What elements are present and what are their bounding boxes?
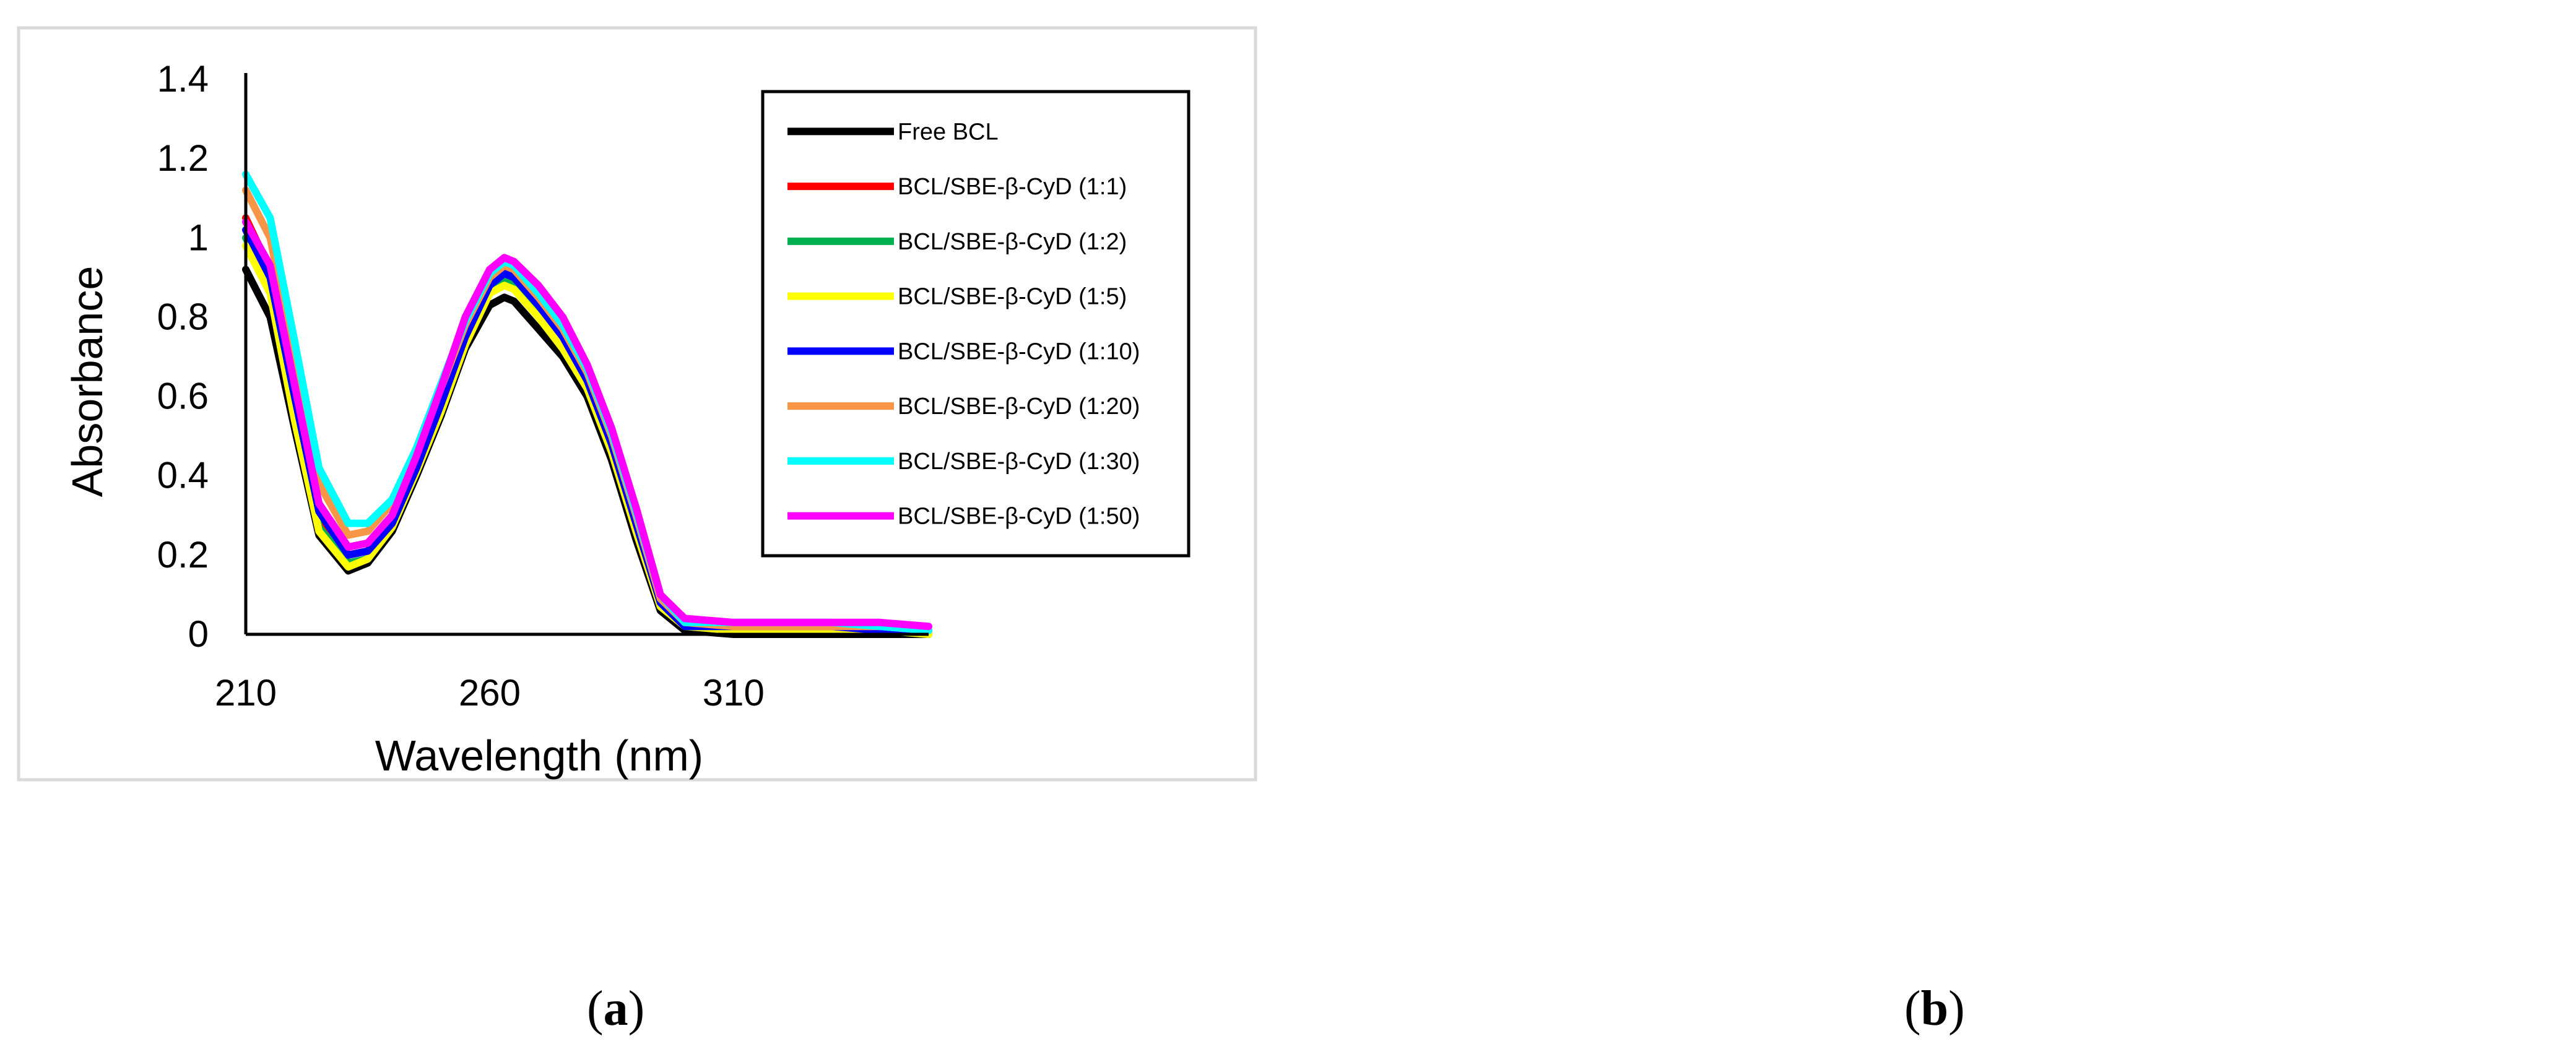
legend-label-4: BCL/SBE-β-CyD (1:10) (898, 339, 1140, 365)
caption-b-letter: b (1920, 981, 1949, 1036)
x-tick-label: 260 (459, 672, 521, 714)
x-tick-label: 310 (703, 672, 765, 714)
y-tick-label: 0.2 (157, 534, 209, 576)
caption-b-close: ) (1948, 981, 1965, 1036)
y-tick-label: 0.8 (157, 296, 209, 337)
caption-a-letter: a (603, 981, 628, 1036)
series-line-3 (242, 242, 932, 638)
y-tick-label: 1.2 (157, 137, 209, 179)
y-tick-label: 1.4 (157, 58, 209, 100)
chart-frame (17, 26, 1257, 782)
caption-a-open: ( (587, 981, 604, 1036)
y-axis-label: Absorbance (63, 266, 111, 498)
y-tick-label: 0 (188, 613, 209, 655)
series-line-7 (242, 218, 932, 631)
y-tick-label: 1 (188, 217, 209, 258)
legend-label-1: BCL/SBE-β-CyD (1:1) (898, 174, 1127, 200)
legend-label-6: BCL/SBE-β-CyD (1:30) (898, 449, 1140, 475)
x-tick-label: 210 (215, 672, 277, 714)
caption-a: (a) (587, 981, 644, 1037)
legend-label-7: BCL/SBE-β-CyD (1:50) (898, 504, 1140, 530)
caption-b: (b) (1904, 981, 1965, 1037)
caption-b-open: ( (1904, 981, 1921, 1036)
legend-label-0: Free BCL (898, 119, 999, 145)
legend-box (761, 90, 1190, 558)
legend-label-2: BCL/SBE-β-CyD (1:2) (898, 229, 1127, 255)
legend: Free BCL BCL/SBE-β-CyD (1:1) BCL/SBE-β-CyD… (761, 90, 1190, 558)
y-tick-label: 0.4 (157, 455, 209, 496)
caption-a-close: ) (628, 981, 645, 1036)
y-tick-label: 0.6 (157, 376, 209, 417)
legend-label-3: BCL/SBE-β-CyD (1:5) (898, 284, 1127, 310)
legend-label-5: BCL/SBE-β-CyD (1:20) (898, 394, 1140, 420)
x-axis-label: Wavelength (nm) (375, 731, 703, 780)
